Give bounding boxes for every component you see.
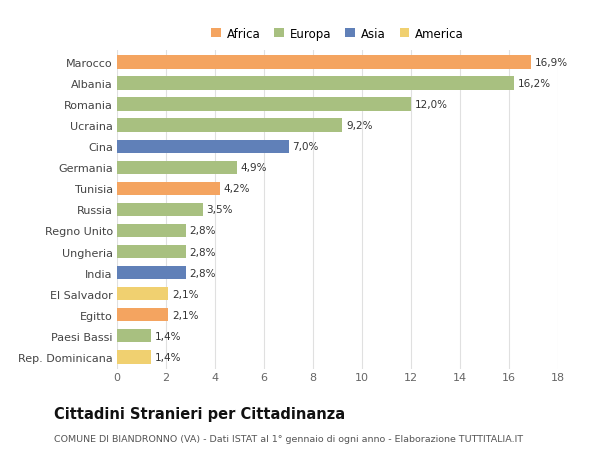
Bar <box>117 182 220 196</box>
Bar <box>117 245 185 259</box>
Bar <box>117 98 411 112</box>
Bar <box>117 119 343 133</box>
Text: 4,2%: 4,2% <box>224 184 250 194</box>
Text: 16,2%: 16,2% <box>518 79 551 89</box>
Text: 2,1%: 2,1% <box>172 310 199 320</box>
Text: 3,5%: 3,5% <box>206 205 233 215</box>
Bar <box>117 308 169 322</box>
Text: 1,4%: 1,4% <box>155 352 181 362</box>
Text: 4,9%: 4,9% <box>241 163 267 173</box>
Bar <box>117 329 151 343</box>
Text: 2,8%: 2,8% <box>189 226 216 236</box>
Bar <box>117 287 169 301</box>
Bar <box>117 56 531 70</box>
Text: 12,0%: 12,0% <box>415 100 448 110</box>
Bar <box>117 161 237 175</box>
Legend: Africa, Europa, Asia, America: Africa, Europa, Asia, America <box>211 28 464 41</box>
Text: 7,0%: 7,0% <box>292 142 319 152</box>
Bar <box>117 140 289 154</box>
Text: COMUNE DI BIANDRONNO (VA) - Dati ISTAT al 1° gennaio di ogni anno - Elaborazione: COMUNE DI BIANDRONNO (VA) - Dati ISTAT a… <box>54 434 523 443</box>
Bar <box>117 203 203 217</box>
Text: 1,4%: 1,4% <box>155 331 181 341</box>
Bar <box>117 77 514 91</box>
Bar <box>117 266 185 280</box>
Text: 9,2%: 9,2% <box>346 121 373 131</box>
Text: 2,1%: 2,1% <box>172 289 199 299</box>
Text: 2,8%: 2,8% <box>189 247 216 257</box>
Text: Cittadini Stranieri per Cittadinanza: Cittadini Stranieri per Cittadinanza <box>54 406 345 421</box>
Bar <box>117 224 185 238</box>
Text: 16,9%: 16,9% <box>535 58 568 68</box>
Text: 2,8%: 2,8% <box>189 268 216 278</box>
Bar <box>117 350 151 364</box>
